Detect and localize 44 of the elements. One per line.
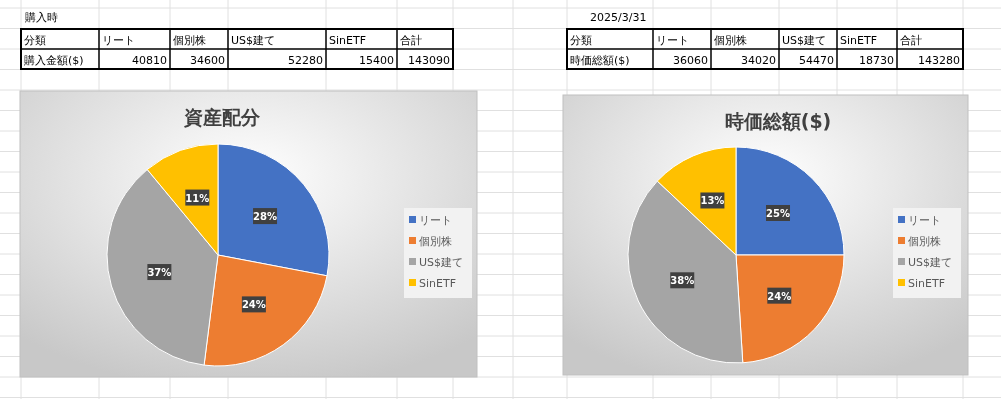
category-label: SinETF (840, 34, 878, 47)
category-label: リート (102, 34, 135, 47)
chart-subtitle: 2025/3/31 (590, 11, 647, 24)
chart-title: 時価総額($) (724, 110, 832, 132)
legend-label: 個別株 (419, 235, 452, 248)
text: 54470 (799, 54, 834, 67)
text: 合計 (400, 34, 422, 47)
text: 合計 (900, 34, 922, 47)
data-label: 11% (185, 192, 210, 204)
text: 分類 (24, 34, 46, 47)
category-label: SinETF (329, 34, 367, 47)
legend-label: リート (419, 214, 452, 227)
category-label: US$建て (231, 34, 276, 47)
text: 52280 (288, 54, 323, 67)
legend-label: SinETF (419, 277, 457, 290)
category-label: リート (656, 34, 689, 47)
text: 143090 (408, 54, 450, 67)
text: 購入金額($) (24, 54, 84, 67)
legend-label: US$建て (419, 256, 464, 269)
data-label: 37% (147, 267, 172, 279)
legend-label: SinETF (908, 277, 946, 290)
text: 18730 (859, 54, 894, 67)
text: 40810 (132, 54, 167, 67)
data-label: 13% (700, 195, 725, 207)
category-label: 個別株 (714, 34, 747, 47)
data-label: 25% (766, 208, 790, 219)
chart-title: 資産配分 (183, 106, 261, 128)
category-label: 個別株 (173, 34, 206, 47)
data-label: 24% (241, 299, 266, 311)
data-label: 38% (670, 275, 695, 287)
text: 15400 (359, 54, 394, 67)
text: 時価総額($) (570, 54, 630, 67)
text: 34600 (190, 54, 225, 67)
text: 分類 (570, 34, 592, 47)
chart-subtitle: 購入時 (25, 11, 58, 24)
legend-label: リート (908, 214, 941, 227)
text: 34020 (741, 54, 776, 67)
text: 36060 (673, 54, 708, 67)
legend-label: US$建て (908, 256, 953, 269)
legend-label: 個別株 (908, 235, 941, 248)
data-label: 28% (253, 211, 278, 223)
data-label: 24% (767, 290, 792, 302)
category-label: US$建て (782, 34, 827, 47)
text: 143280 (918, 54, 960, 67)
